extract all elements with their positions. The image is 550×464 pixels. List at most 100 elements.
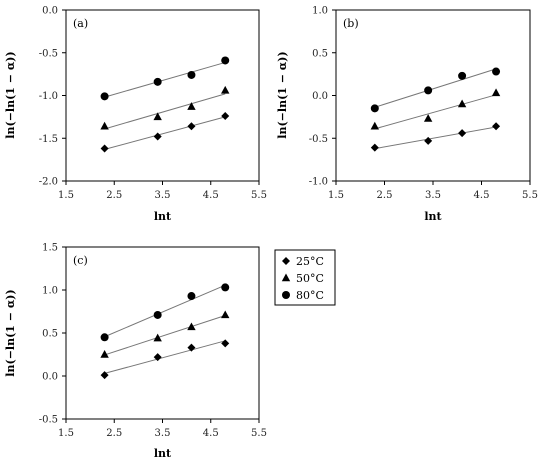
x-tick-label: 1.5 <box>328 190 344 201</box>
series-triangle <box>100 85 230 130</box>
data-point-circle <box>492 67 501 76</box>
series-triangle <box>370 88 501 130</box>
data-point-triangle <box>100 121 109 130</box>
trendline <box>374 94 497 130</box>
y-tick-label: -1.0 <box>39 91 58 102</box>
data-point-diamond <box>458 129 467 138</box>
legend-marker-diamond <box>282 257 290 265</box>
x-tick-label: 5.5 <box>251 428 267 439</box>
y-tick-label: 0.5 <box>42 329 58 340</box>
x-axis-label: lnt <box>154 447 172 460</box>
chart-panel-3: 1.5 2.5 3.5 4.5 5.5 1.5 1.0 0.5 0.0 -0.5 lnt ln(−ln… <box>4 243 267 461</box>
legend-marker-triangle <box>281 273 291 282</box>
trendline <box>104 284 226 338</box>
x-axis-label: lnt <box>424 210 442 223</box>
y-tick-label: -2.0 <box>39 177 58 188</box>
legend-marker-circle <box>282 291 290 299</box>
y-tick-label: 0.0 <box>42 6 58 17</box>
x-axis-label: lnt <box>154 210 172 223</box>
x-tick-label: 2.5 <box>106 190 122 201</box>
data-point-triangle <box>491 88 501 97</box>
data-point-diamond <box>221 339 230 348</box>
series-triangle <box>100 310 230 358</box>
data-point-triangle <box>100 350 109 358</box>
data-point-triangle <box>221 85 230 94</box>
data-point-diamond <box>370 143 379 152</box>
y-tick-label: 1.0 <box>312 6 328 17</box>
data-point-diamond <box>492 122 501 131</box>
plot-frame <box>65 246 260 420</box>
panel-label: (c) <box>73 254 88 267</box>
x-tick-label: 4.5 <box>203 190 219 201</box>
trendline <box>104 315 226 356</box>
data-point-triangle <box>153 333 162 342</box>
data-point-circle <box>458 71 467 80</box>
x-tick-label: 5.5 <box>251 190 267 201</box>
data-point-circle <box>100 92 109 101</box>
y-tick-label: -0.5 <box>39 415 58 426</box>
panel-label: (b) <box>343 17 359 30</box>
legend-label: 50°C <box>296 272 324 285</box>
legend-label: 80°C <box>296 289 324 302</box>
series-circle <box>100 56 230 101</box>
data-point-diamond <box>153 353 162 362</box>
y-axis-label: ln(−ln(1 − α)) <box>4 51 17 138</box>
data-point-diamond <box>100 144 109 153</box>
y-tick-label: 1.5 <box>42 243 58 254</box>
x-tick-label: 3.5 <box>425 190 441 201</box>
series-circle <box>370 67 501 113</box>
x-tick-label: 4.5 <box>203 428 219 439</box>
data-point-diamond <box>187 122 196 131</box>
series-diamond <box>100 339 230 380</box>
x-tick-label: 3.5 <box>155 428 171 439</box>
data-point-circle <box>370 104 379 113</box>
data-point-circle <box>153 310 162 319</box>
x-tick-label: 3.5 <box>155 190 171 201</box>
data-point-triangle <box>187 102 196 110</box>
legend: 25°C 50°C 80°C <box>274 249 336 306</box>
x-tick-label: 5.5 <box>522 190 538 201</box>
chart-panel-2: 1.5 2.5 3.5 4.5 5.5 1.0 0.5 0.0 -0.5 -1.0 lnt ln(−l… <box>276 6 538 224</box>
data-point-circle <box>221 283 230 292</box>
data-point-diamond <box>100 371 109 380</box>
legend-label: 25°C <box>296 255 324 268</box>
data-point-triangle <box>221 310 230 319</box>
y-axis-label: ln(−ln(1 − α)) <box>4 289 17 376</box>
panel-label: (a) <box>73 17 88 30</box>
data-point-triangle <box>370 121 379 130</box>
data-point-circle <box>100 333 109 342</box>
y-tick-label: 1.0 <box>42 286 58 297</box>
y-axis-label: ln(−ln(1 − α)) <box>276 51 289 138</box>
data-point-triangle <box>457 99 467 108</box>
trendline <box>104 340 226 374</box>
series-circle <box>100 283 230 342</box>
data-point-diamond <box>221 112 230 121</box>
data-point-circle <box>221 56 230 65</box>
chart-panel-1: 1.5 2.5 3.5 4.5 5.5 0.0 -0.5 -1.0 -1.5 -2.0 lnt ln(… <box>4 6 267 224</box>
data-point-diamond <box>424 136 433 145</box>
trendline <box>104 93 226 130</box>
y-tick-label: 0.0 <box>42 372 58 383</box>
y-tick-label: -0.5 <box>39 48 58 59</box>
data-point-circle <box>187 70 196 79</box>
data-point-triangle <box>187 322 196 331</box>
data-point-diamond <box>153 132 162 141</box>
trendline <box>374 68 497 108</box>
y-tick-label: -1.5 <box>39 134 58 145</box>
data-point-triangle <box>153 112 162 121</box>
data-point-diamond <box>187 343 196 352</box>
data-point-triangle <box>423 114 433 122</box>
x-tick-label: 1.5 <box>58 428 74 439</box>
y-tick-label: 0.0 <box>312 91 328 102</box>
x-tick-label: 2.5 <box>377 190 393 201</box>
trendline <box>104 61 226 98</box>
y-tick-label: 0.5 <box>312 48 328 59</box>
x-tick-label: 2.5 <box>106 428 122 439</box>
trendline <box>104 116 226 150</box>
plot-frame <box>65 9 260 182</box>
data-point-circle <box>424 86 433 95</box>
trendline <box>374 126 497 150</box>
data-point-circle <box>187 292 196 301</box>
series-diamond <box>100 112 230 153</box>
